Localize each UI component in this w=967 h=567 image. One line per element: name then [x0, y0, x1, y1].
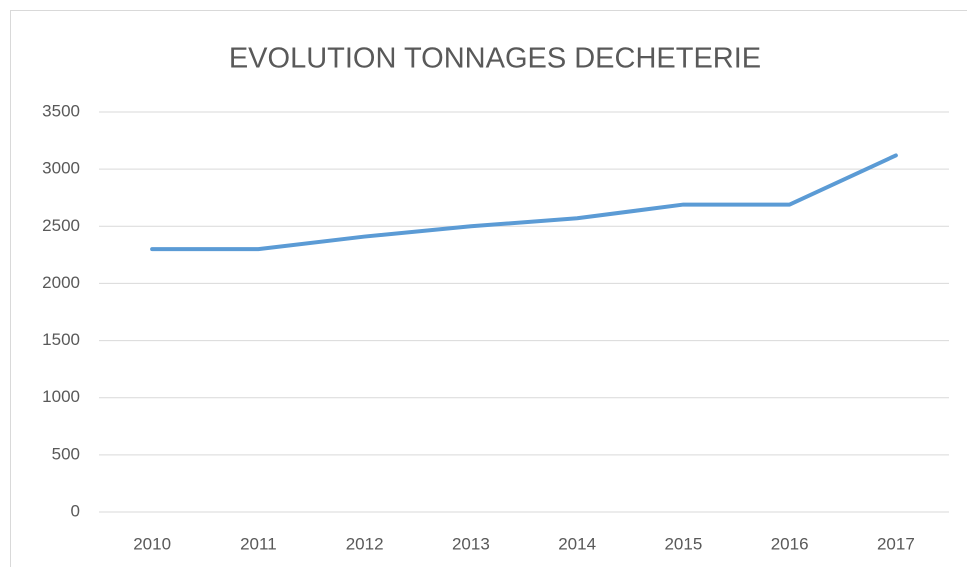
chart-border — [10, 10, 967, 567]
y-tick-label: 3500 — [42, 101, 80, 120]
y-tick-label: 2000 — [42, 273, 80, 292]
x-tick-label: 2017 — [877, 534, 915, 553]
y-tick-label: 0 — [71, 501, 80, 520]
y-tick-label: 3000 — [42, 159, 80, 178]
x-tick-label: 2015 — [664, 534, 702, 553]
x-tick-label: 2010 — [133, 534, 171, 553]
y-tick-label: 1500 — [42, 330, 80, 349]
x-tick-label: 2016 — [771, 534, 809, 553]
x-tick-label: 2014 — [558, 534, 596, 553]
y-tick-label: 500 — [52, 444, 80, 463]
line-series — [150, 153, 898, 252]
y-tick-label: 2500 — [42, 216, 80, 235]
y-tick-label: 1000 — [42, 387, 80, 406]
x-tick-label: 2012 — [346, 534, 384, 553]
x-tick-label: 2011 — [240, 534, 277, 553]
chart-title: EVOLUTION TONNAGES DECHETERIE — [229, 43, 761, 75]
x-tick-label: 2013 — [452, 534, 490, 553]
